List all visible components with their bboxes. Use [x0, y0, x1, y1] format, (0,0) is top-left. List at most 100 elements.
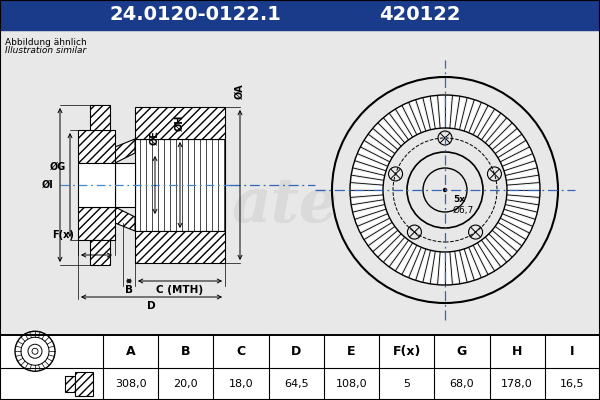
Text: ate: ate	[232, 175, 338, 235]
Wedge shape	[506, 201, 538, 211]
Wedge shape	[374, 124, 400, 149]
Text: 24.0120-0122.1: 24.0120-0122.1	[109, 6, 281, 24]
Text: 68,0: 68,0	[449, 379, 474, 389]
Text: 308,0: 308,0	[115, 379, 146, 389]
Wedge shape	[397, 106, 416, 136]
Wedge shape	[351, 196, 383, 203]
Wedge shape	[490, 124, 516, 149]
Wedge shape	[470, 246, 487, 277]
Wedge shape	[350, 184, 383, 189]
Wedge shape	[478, 110, 499, 139]
Wedge shape	[505, 206, 536, 218]
Polygon shape	[115, 139, 135, 163]
Text: ØG: ØG	[50, 162, 66, 172]
Wedge shape	[474, 244, 493, 274]
Wedge shape	[356, 155, 387, 170]
Wedge shape	[424, 251, 434, 283]
Wedge shape	[493, 130, 521, 152]
Wedge shape	[431, 252, 439, 284]
Wedge shape	[385, 114, 407, 142]
Wedge shape	[431, 96, 439, 128]
Wedge shape	[391, 110, 412, 139]
Wedge shape	[490, 231, 516, 256]
Wedge shape	[361, 142, 391, 161]
Wedge shape	[353, 162, 385, 174]
Text: Illustration similar: Illustration similar	[5, 46, 86, 55]
Wedge shape	[353, 206, 385, 218]
Bar	[0, 335, 600, 400]
Wedge shape	[503, 155, 535, 170]
Text: 5: 5	[403, 379, 410, 389]
Bar	[75, 372, 93, 396]
Wedge shape	[365, 136, 394, 156]
Wedge shape	[465, 100, 480, 132]
Polygon shape	[78, 207, 115, 240]
Wedge shape	[508, 184, 539, 189]
Wedge shape	[417, 98, 430, 130]
Text: Abbildung ähnlich: Abbildung ähnlich	[5, 38, 87, 47]
Wedge shape	[507, 196, 539, 203]
Wedge shape	[424, 97, 434, 129]
Wedge shape	[505, 162, 536, 174]
Text: F(x): F(x)	[52, 230, 74, 240]
Polygon shape	[78, 130, 115, 163]
Wedge shape	[397, 244, 416, 274]
Wedge shape	[493, 228, 521, 250]
Wedge shape	[446, 252, 451, 284]
Text: 64,5: 64,5	[284, 379, 308, 389]
Text: G: G	[457, 345, 467, 358]
Wedge shape	[403, 103, 420, 134]
Text: B: B	[125, 285, 133, 295]
Bar	[1, 31, 599, 334]
Wedge shape	[361, 219, 391, 238]
Wedge shape	[391, 241, 412, 270]
Text: ØH: ØH	[175, 115, 185, 131]
Text: F(x): F(x)	[392, 345, 421, 358]
Wedge shape	[474, 106, 493, 136]
Text: 5x: 5x	[453, 196, 465, 204]
Text: ØA: ØA	[235, 83, 245, 99]
Wedge shape	[439, 96, 444, 128]
Wedge shape	[501, 215, 532, 232]
Text: E: E	[347, 345, 356, 358]
Text: C (MTH): C (MTH)	[157, 285, 203, 295]
Wedge shape	[352, 169, 384, 179]
Text: H: H	[512, 345, 523, 358]
Wedge shape	[487, 119, 511, 145]
Wedge shape	[506, 169, 538, 179]
Wedge shape	[507, 177, 539, 184]
Wedge shape	[451, 252, 458, 284]
Wedge shape	[379, 235, 404, 261]
Wedge shape	[470, 103, 487, 134]
Bar	[0, 335, 600, 400]
Polygon shape	[135, 107, 225, 139]
Text: D: D	[291, 345, 301, 358]
Wedge shape	[403, 246, 420, 277]
Bar	[115, 163, 135, 207]
Wedge shape	[410, 248, 425, 280]
Text: A: A	[126, 345, 136, 358]
Polygon shape	[135, 231, 225, 263]
Wedge shape	[446, 96, 451, 128]
Text: Ø6,7: Ø6,7	[453, 206, 474, 214]
Bar	[0, 30, 600, 335]
Text: 18,0: 18,0	[229, 379, 253, 389]
Wedge shape	[358, 215, 389, 232]
Wedge shape	[350, 191, 383, 196]
Text: ØE: ØE	[150, 130, 160, 145]
Wedge shape	[499, 142, 529, 161]
Wedge shape	[370, 130, 397, 152]
Wedge shape	[439, 252, 444, 284]
Text: I: I	[570, 345, 575, 358]
Bar	[135, 139, 225, 231]
Wedge shape	[456, 97, 466, 129]
Text: ØI: ØI	[42, 180, 54, 190]
Polygon shape	[90, 240, 110, 265]
Wedge shape	[410, 100, 425, 132]
Polygon shape	[115, 207, 135, 231]
Wedge shape	[365, 224, 394, 244]
Text: C: C	[236, 345, 245, 358]
Wedge shape	[478, 241, 499, 270]
Bar	[0, 0, 600, 30]
Wedge shape	[496, 224, 525, 244]
